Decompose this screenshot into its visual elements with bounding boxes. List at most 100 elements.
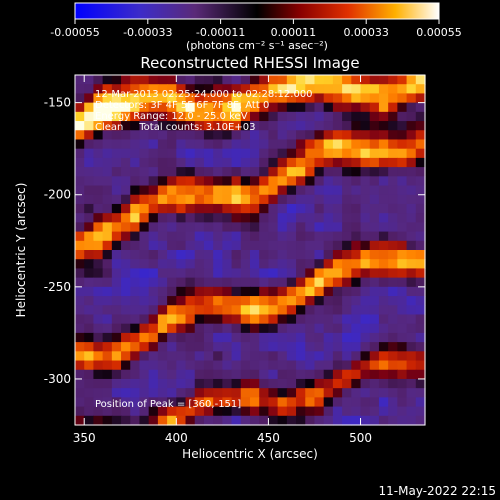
heatmap-cell <box>157 93 168 104</box>
heatmap-cell <box>259 286 270 297</box>
heatmap-cell <box>259 203 270 214</box>
heatmap-cell <box>314 277 325 288</box>
heatmap-cell <box>139 111 150 122</box>
heatmap-cell <box>268 305 279 316</box>
heatmap-cell <box>369 130 380 141</box>
heatmap-cell <box>296 111 306 122</box>
heatmap-cell <box>296 332 306 343</box>
heatmap-cell <box>415 102 426 113</box>
heatmap-cell <box>102 130 113 141</box>
heatmap-cell <box>167 378 177 389</box>
heatmap-cell <box>259 167 270 177</box>
heatmap-cell <box>75 203 85 214</box>
heatmap-cell <box>314 286 325 297</box>
heatmap-cell <box>176 369 187 380</box>
heatmap-cell <box>231 111 242 122</box>
heatmap-cell <box>111 102 122 113</box>
heatmap-cell <box>75 240 85 251</box>
heatmap-cell <box>148 351 159 362</box>
heatmap-cell <box>203 314 214 325</box>
heatmap-cell <box>296 378 306 389</box>
heatmap-cell <box>250 305 260 316</box>
heatmap-cell <box>378 102 389 113</box>
heatmap-cell <box>203 121 214 131</box>
heatmap-cell <box>360 360 371 371</box>
heatmap-cell <box>415 93 426 104</box>
heatmap-cell <box>157 231 168 242</box>
heatmap-cell <box>240 139 251 150</box>
heatmap-cell <box>342 314 352 325</box>
heatmap-cell <box>203 222 214 233</box>
heatmap-cell <box>406 296 417 306</box>
heatmap-cell <box>314 185 325 196</box>
heatmap-cell <box>130 259 141 270</box>
heatmap-cell <box>268 222 279 233</box>
heatmap-cell <box>102 194 113 205</box>
heatmap-cell <box>286 250 297 260</box>
heatmap-cell <box>75 305 85 316</box>
heatmap-cell <box>397 84 408 95</box>
colorbar-gradient <box>74 2 440 20</box>
heatmap-cell <box>415 157 426 168</box>
heatmap-cell <box>277 157 288 168</box>
heatmap-cell <box>139 268 150 279</box>
heatmap-cell <box>213 157 223 168</box>
heatmap-cell <box>102 148 113 159</box>
heatmap-cell <box>397 378 408 389</box>
heatmap-cell <box>250 286 260 297</box>
heatmap-cell <box>148 406 159 417</box>
heatmap-cell <box>388 130 398 141</box>
heatmap-cell <box>102 102 113 113</box>
heatmap-cell <box>406 406 417 417</box>
heatmap-cell <box>259 296 270 306</box>
heatmap-cell <box>388 296 398 306</box>
heatmap-cell <box>111 314 122 325</box>
heatmap-cell <box>259 323 270 334</box>
heatmap-cell <box>185 167 196 177</box>
heatmap-cell <box>130 397 141 408</box>
heatmap-cell <box>415 415 426 426</box>
heatmap-cell <box>93 250 104 260</box>
heatmap-cell <box>277 388 288 398</box>
heatmap-cell <box>139 296 150 306</box>
heatmap-cell <box>93 121 104 131</box>
heatmap-cell <box>378 314 389 325</box>
heatmap-cell <box>157 185 168 196</box>
heatmap-cell <box>415 194 426 205</box>
heatmap-cell <box>102 222 113 233</box>
heatmap-cell <box>296 240 306 251</box>
heatmap-cell <box>286 139 297 150</box>
heatmap-cell <box>148 148 159 159</box>
heatmap-cell <box>406 102 417 113</box>
heatmap-cell <box>222 378 233 389</box>
heatmap-cell <box>286 268 297 279</box>
heatmap-cell <box>296 406 306 417</box>
heatmap-cell <box>296 167 306 177</box>
heatmap-cell <box>240 406 251 417</box>
heatmap-cell <box>406 203 417 214</box>
heatmap-cell <box>305 360 316 371</box>
colorbar-unit-label: (photons cm⁻² s⁻¹ asec⁻²) <box>186 39 328 52</box>
heatmap-cell <box>157 415 168 426</box>
heatmap-cell <box>277 268 288 279</box>
heatmap-cell <box>296 75 306 85</box>
heatmap-cell <box>406 277 417 288</box>
heatmap-cell <box>194 296 205 306</box>
heatmap-cell <box>130 139 141 150</box>
heatmap-cell <box>194 397 205 408</box>
heatmap-cell <box>351 240 362 251</box>
heatmap-cell <box>296 93 306 104</box>
heatmap-cell <box>369 240 380 251</box>
heatmap-cell <box>93 397 104 408</box>
heatmap-cell <box>250 259 260 270</box>
heatmap-cell <box>240 231 251 242</box>
heatmap-cell <box>102 369 113 380</box>
heatmap-cell <box>342 102 352 113</box>
heatmap-cell <box>286 75 297 85</box>
heatmap-cell <box>259 148 270 159</box>
heatmap-cell <box>203 342 214 352</box>
heatmap-cell <box>250 93 260 104</box>
heatmap-cell <box>222 342 233 352</box>
heatmap-cell <box>342 305 352 316</box>
